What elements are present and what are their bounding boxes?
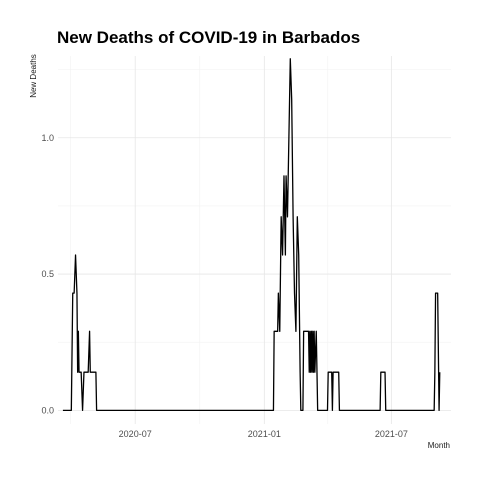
x-tick-label: 2021-07 [375,429,408,439]
y-tick-label: 0.5 [41,269,54,279]
x-axis-label: Month [428,441,450,450]
x-tick-label: 2021-01 [248,429,281,439]
x-tick-label: 2020-07 [119,429,152,439]
tick-labels: 2020-07 2021-01 2021-07 0.0 0.5 1.0 [41,133,407,439]
y-axis-label: New Deaths [29,54,38,98]
grid [58,56,451,424]
series-line [62,58,441,412]
y-tick-label: 1.0 [41,133,54,143]
chart-title: New Deaths of COVID-19 in Barbados [57,28,360,47]
y-tick-label: 0.0 [41,405,54,415]
series-layer [62,58,441,412]
